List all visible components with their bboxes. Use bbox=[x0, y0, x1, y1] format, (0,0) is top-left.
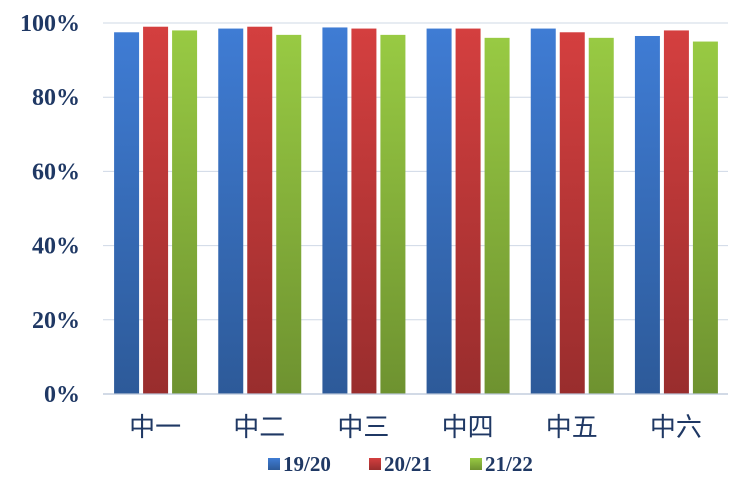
legend-label: 19/20 bbox=[283, 452, 331, 476]
bar-20-21-0 bbox=[143, 26, 169, 395]
bar-19-20-3 bbox=[426, 28, 452, 394]
legend-swatch bbox=[470, 458, 482, 470]
x-tick-label: 中二 bbox=[233, 413, 285, 443]
bar-20-21-4 bbox=[559, 32, 585, 395]
legend-swatch bbox=[268, 458, 280, 470]
x-tick-label: 中五 bbox=[546, 413, 598, 443]
bars bbox=[114, 26, 718, 395]
bar-19-20-2 bbox=[322, 27, 348, 395]
y-tick-label: 60% bbox=[32, 159, 80, 185]
y-tick-label: 40% bbox=[32, 234, 80, 260]
bar-21-22-1 bbox=[276, 34, 302, 394]
x-tick-label: 中一 bbox=[129, 413, 181, 443]
bar-21-22-2 bbox=[380, 34, 406, 394]
legend: 19/20 20/21 21/22 bbox=[268, 452, 533, 476]
y-axis-tick-labels: 0% 20% 40% 60% 80% 100% bbox=[20, 11, 80, 408]
bar-20-21-5 bbox=[663, 30, 689, 394]
x-axis-tick-labels: 中一 中二 中三 中四 中五 中六 bbox=[129, 413, 702, 443]
bar-19-20-0 bbox=[114, 32, 140, 395]
x-tick-label: 中六 bbox=[650, 413, 702, 443]
y-tick-label: 20% bbox=[32, 308, 80, 334]
gridlines bbox=[103, 22, 728, 321]
bar-21-22-4 bbox=[588, 37, 614, 395]
x-tick-label: 中三 bbox=[337, 413, 389, 443]
y-tick-label: 100% bbox=[20, 11, 80, 37]
legend-swatch bbox=[369, 458, 381, 470]
y-tick-label: 80% bbox=[32, 85, 80, 111]
y-tick-label: 0% bbox=[44, 382, 80, 408]
bar-21-22-0 bbox=[172, 30, 198, 394]
bar-21-22-5 bbox=[692, 41, 718, 395]
bar-19-20-1 bbox=[218, 28, 244, 394]
bar-20-21-3 bbox=[455, 28, 481, 394]
legend-label: 20/21 bbox=[384, 452, 432, 476]
bar-21-22-3 bbox=[484, 37, 510, 395]
bar-19-20-4 bbox=[530, 28, 556, 394]
bar-20-21-1 bbox=[247, 26, 273, 395]
bar-20-21-2 bbox=[351, 28, 377, 394]
legend-label: 21/22 bbox=[485, 452, 533, 476]
bar-19-20-5 bbox=[634, 35, 660, 395]
x-tick-label: 中四 bbox=[442, 413, 494, 443]
